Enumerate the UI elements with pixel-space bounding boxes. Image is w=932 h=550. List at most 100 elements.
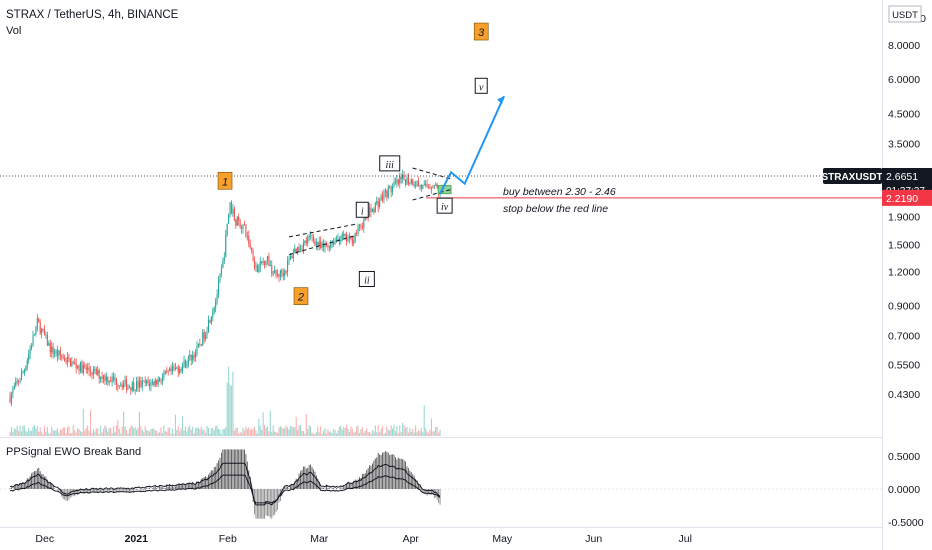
candle-body (376, 201, 378, 204)
candle-body (66, 356, 69, 363)
candle-body (150, 382, 152, 387)
wave-label-bg (473, 22, 489, 41)
volume-bar (366, 428, 368, 436)
wedge-lower-line (288, 234, 357, 256)
volume-bar (308, 425, 310, 436)
candle-body (85, 367, 87, 370)
wave-label-text: 2 (297, 292, 304, 304)
candle-body (276, 273, 279, 276)
candle-body (379, 200, 381, 207)
volume-bar (12, 431, 14, 436)
volume-bar (298, 425, 300, 436)
time-tick-label: May (492, 533, 513, 545)
candle-body (69, 358, 71, 367)
volume-bar (186, 431, 188, 436)
candle-body (246, 235, 248, 237)
volume-bar (98, 433, 100, 436)
candle-body (321, 243, 323, 248)
volume-bar (364, 430, 366, 436)
volume-bar (18, 431, 20, 436)
candle-body (435, 184, 437, 186)
time-tick-label: 2021 (125, 533, 149, 545)
candle-body (206, 331, 208, 335)
volume-bar (203, 430, 205, 436)
candle-body (392, 186, 394, 192)
volume-bar (225, 427, 227, 436)
volume-bar (77, 428, 79, 436)
red-line-badge (882, 189, 932, 206)
volume-bar (66, 427, 69, 436)
volume-bar (380, 428, 382, 436)
candle-body (369, 207, 371, 217)
volume-bar (423, 405, 425, 436)
volume-bar (38, 431, 40, 436)
candle-body (318, 241, 320, 246)
candle-body (56, 350, 59, 357)
candle-body (235, 219, 237, 226)
volume-bar (82, 408, 84, 436)
volume-bar (193, 433, 195, 436)
volume-bar (210, 428, 212, 436)
volume-bar (320, 426, 322, 436)
candle-body (226, 223, 228, 235)
volume-bar (253, 426, 256, 436)
volume-bar (311, 432, 313, 436)
volume-bar (177, 426, 179, 436)
candle-body (19, 380, 21, 382)
candle-body (148, 383, 151, 387)
volume-bar (97, 427, 99, 436)
candle-body (436, 184, 438, 189)
volume-bar (55, 430, 57, 436)
drawings: buy between 2.30 - 2.46 stop below the re… (0, 95, 882, 256)
volume-bar (200, 426, 202, 436)
volume-bar (312, 433, 315, 436)
volume-bar (233, 430, 235, 436)
volume-bar (163, 425, 165, 436)
volume-bar (56, 428, 59, 436)
candle-body (416, 181, 418, 186)
volume-bar (256, 433, 258, 436)
volume-bar (294, 427, 296, 436)
candle-body (104, 375, 106, 382)
volume-bar (356, 426, 358, 436)
volume-bar (159, 432, 161, 436)
candle-body (36, 318, 38, 327)
volume-bar (20, 431, 23, 436)
volume-bar (28, 428, 30, 436)
volume-bar (241, 432, 243, 436)
volume-bar (58, 432, 60, 436)
volume-bar (189, 425, 191, 436)
candle-body (10, 393, 12, 403)
candle-body (413, 184, 415, 186)
volume-bar (304, 433, 306, 436)
volume-bar (64, 427, 66, 436)
volume-bar (100, 425, 102, 436)
time-tick-label: Jun (585, 533, 602, 545)
wave-label-box (379, 155, 401, 172)
volume-bar (361, 426, 363, 436)
candle-body (423, 183, 425, 186)
candle-body (200, 344, 202, 346)
volume-bar (278, 427, 280, 436)
volume-bar (413, 432, 415, 436)
candle-body (331, 242, 333, 244)
volume-bar (266, 426, 269, 436)
candle-body (289, 255, 292, 260)
candle-body (406, 177, 408, 185)
volume-bar (239, 432, 241, 436)
volume-bar (212, 427, 214, 436)
volume-bar (199, 429, 201, 436)
candle-body (419, 185, 421, 186)
volume-bar (420, 428, 422, 436)
candle-body (218, 280, 220, 295)
volume-bar (435, 427, 437, 436)
volume-bar (43, 425, 46, 436)
volume-bar (347, 428, 349, 436)
candle-body (138, 380, 140, 388)
volume-bar (236, 427, 238, 436)
volume-bar (436, 426, 438, 436)
candle-body (120, 384, 122, 386)
volume-bar (426, 431, 428, 436)
volume-bar (397, 433, 399, 436)
